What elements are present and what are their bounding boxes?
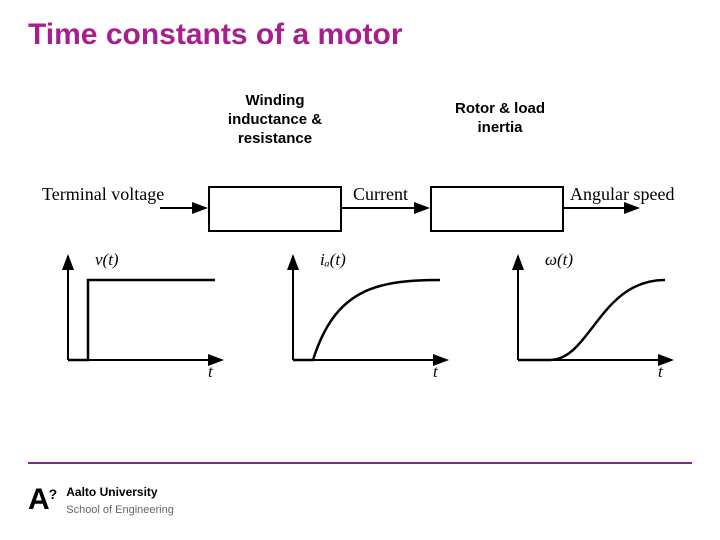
- plot-v: v(t) t: [40, 250, 230, 380]
- annotation-winding: Winding inductance & resistance: [195, 92, 355, 148]
- annotation-winding-l2: inductance &: [228, 111, 322, 128]
- footer-text: Aalto University School of Engineering: [66, 483, 174, 518]
- plot-i: iₐ(t) t: [265, 250, 455, 380]
- aalto-logo: A?: [28, 485, 56, 515]
- plot-w-tlabel: t: [658, 362, 663, 382]
- footer-org: Aalto University: [66, 485, 157, 499]
- response-plots: v(t) t iₐ(t) t: [40, 250, 680, 400]
- plot-v-curve: [68, 280, 215, 360]
- slide: Time constants of a motor Winding induct…: [0, 0, 720, 540]
- block-diagram: Terminal voltage Current Angular speed: [40, 180, 680, 240]
- plot-i-svg: [265, 250, 455, 380]
- footer-school: School of Engineering: [66, 504, 174, 516]
- block-arrows: [40, 180, 680, 240]
- annotation-winding-l1: Winding: [245, 92, 304, 109]
- plot-w-ylabel: ω(t): [545, 250, 573, 270]
- annotation-winding-l3: resistance: [238, 130, 312, 147]
- annotation-inertia: Rotor & load inertia: [420, 100, 580, 138]
- annotation-inertia-l2: inertia: [477, 119, 522, 136]
- plot-v-ylabel: v(t): [95, 250, 119, 270]
- plot-w-svg: [490, 250, 680, 380]
- plot-i-ylabel: iₐ(t): [320, 250, 346, 270]
- plot-w: ω(t) t: [490, 250, 680, 380]
- slide-title: Time constants of a motor: [28, 18, 403, 52]
- plot-i-tlabel: t: [433, 362, 438, 382]
- plot-w-curve: [518, 280, 665, 360]
- plot-v-tlabel: t: [208, 362, 213, 382]
- annotation-inertia-l1: Rotor & load: [455, 100, 545, 117]
- plot-v-svg: [40, 250, 230, 380]
- footer: A? Aalto University School of Engineerin…: [28, 483, 174, 518]
- footer-divider: [28, 462, 692, 464]
- plot-i-curve: [293, 280, 440, 360]
